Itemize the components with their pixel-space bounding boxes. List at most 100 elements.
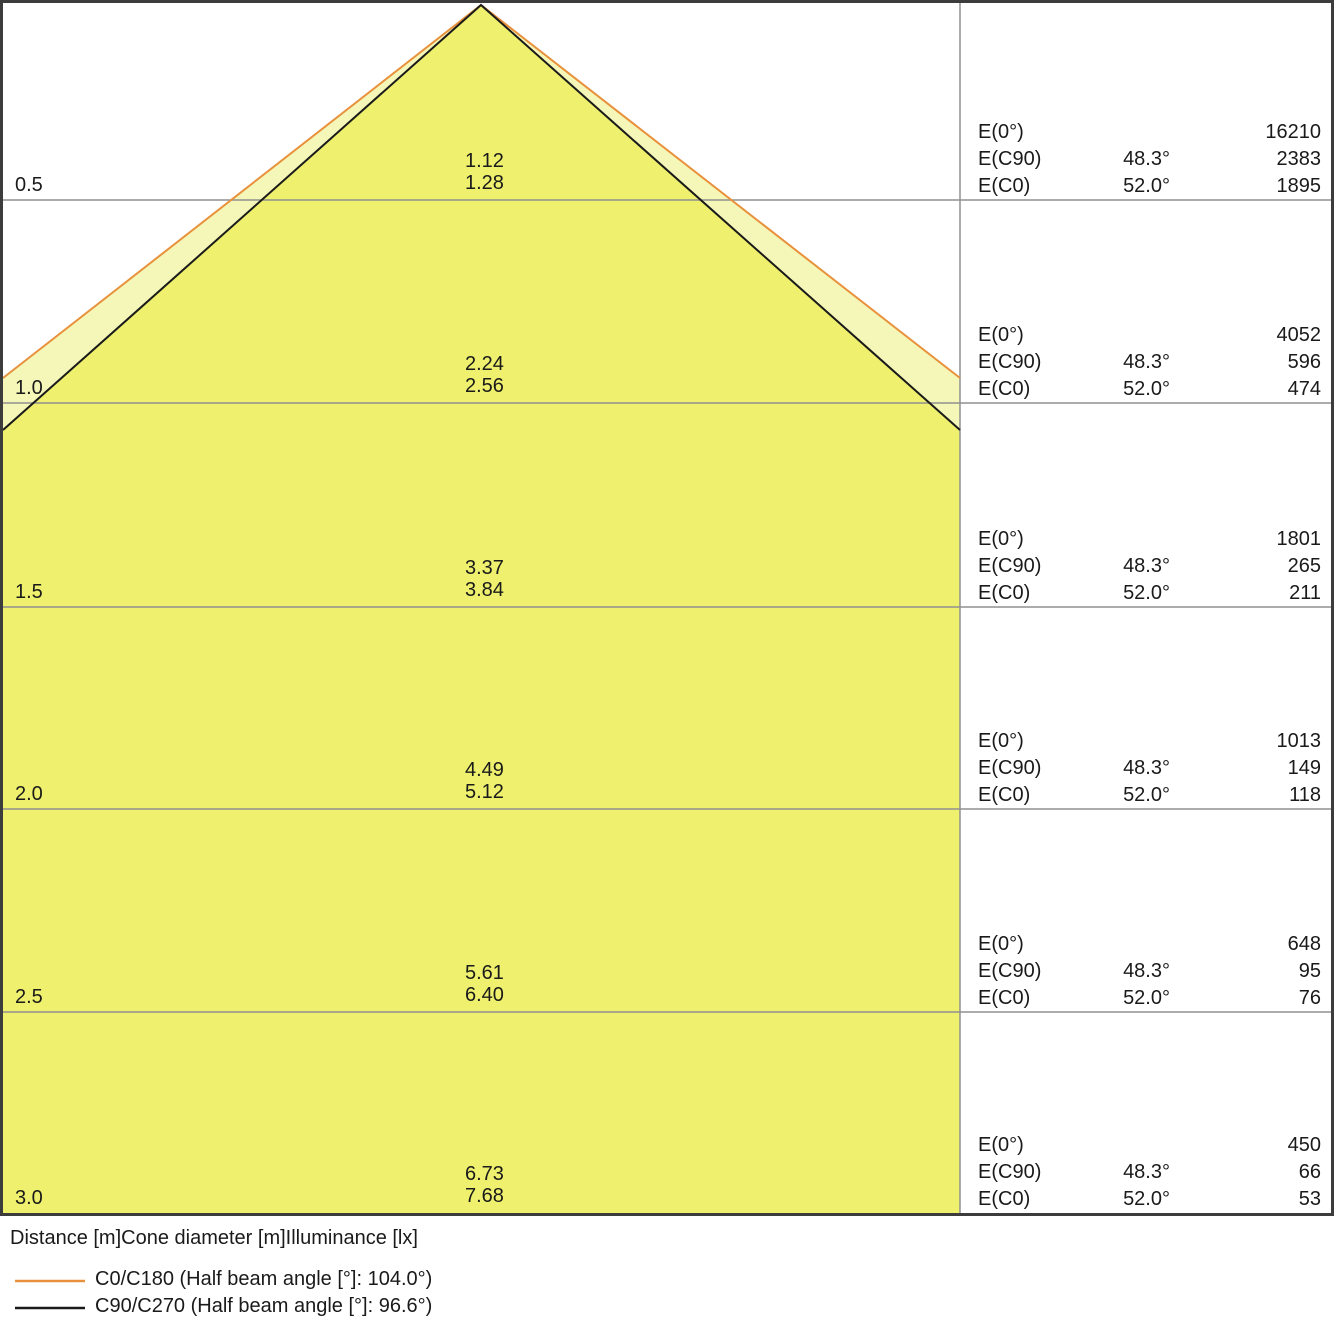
cone-diameter-c90: 6.73 (465, 1163, 504, 1185)
ec90-value: 95 (1298, 960, 1321, 982)
ec90-angle: 48.3° (1123, 757, 1170, 779)
e0-label: E(0°) (978, 730, 1024, 752)
ec90-label: E(C90) (978, 960, 1042, 982)
e0-label: E(0°) (978, 324, 1024, 346)
legend: C0/C180 (Half beam angle [°]: 104.0°) C9… (15, 1266, 432, 1320)
ec0-value: 474 (1287, 378, 1321, 400)
illuminance-block: E(0°) 4052 E(C90) 48.3° 596 E(C0) 52.0° 474 (978, 322, 1321, 403)
ec90-value: 66 (1298, 1161, 1321, 1183)
cone-diameter-labels: 1.12 1.28 (465, 150, 504, 194)
cone-diagram-canvas (3, 3, 1331, 1213)
cone-diameter-c90: 4.49 (465, 759, 504, 781)
cone-diagram-chart: 0.5 1.12 1.28 E(0°) 16210 E(C90) 48.3° 2383… (0, 0, 1334, 1216)
cone-diameter-c0: 5.12 (465, 781, 504, 803)
illuminance-line-ec0: E(C0) 52.0° 474 (978, 376, 1321, 403)
ec0-label: E(C0) (978, 987, 1031, 1009)
ec90-label: E(C90) (978, 351, 1042, 373)
cone-diameter-labels: 2.24 2.56 (465, 353, 504, 397)
ec90-angle: 48.3° (1123, 960, 1170, 982)
distance-label: 0.5 (15, 174, 43, 196)
ec90-value: 265 (1287, 555, 1321, 577)
cone-diameter-c90: 1.12 (465, 150, 504, 172)
illuminance-line-e0: E(0°) 648 (978, 931, 1321, 958)
illuminance-line-ec90: E(C90) 48.3° 596 (978, 349, 1321, 376)
cone-diameter-c0: 3.84 (465, 579, 504, 601)
cone-diameter-labels: 3.37 3.84 (465, 557, 504, 601)
cone-diameter-c0: 1.28 (465, 172, 504, 194)
e0-value: 1013 (1276, 730, 1322, 752)
e0-label: E(0°) (978, 121, 1024, 143)
cone-diameter-c90: 2.24 (465, 353, 504, 375)
ec90-label: E(C90) (978, 148, 1042, 170)
ec90-angle: 48.3° (1123, 148, 1170, 170)
ec0-label: E(C0) (978, 378, 1031, 400)
e0-value: 1801 (1276, 528, 1322, 550)
ec0-angle: 52.0° (1123, 378, 1170, 400)
distance-label: 1.5 (15, 581, 43, 603)
illuminance-line-ec0: E(C0) 52.0° 1895 (978, 173, 1321, 200)
ec0-angle: 52.0° (1123, 987, 1170, 1009)
illuminance-line-e0: E(0°) 16210 (978, 119, 1321, 146)
ec90-value: 2383 (1276, 148, 1322, 170)
illuminance-line-ec90: E(C90) 48.3° 95 (978, 958, 1321, 985)
cone-diameter-c90: 5.61 (465, 962, 504, 984)
illuminance-line-ec0: E(C0) 52.0° 211 (978, 580, 1321, 607)
distance-label: 2.0 (15, 783, 43, 805)
illuminance-block: E(0°) 1013 E(C90) 48.3° 149 E(C0) 52.0° 118 (978, 728, 1321, 809)
cone-diameter-c0: 6.40 (465, 984, 504, 1006)
e0-label: E(0°) (978, 528, 1024, 550)
distance-gridlines (3, 199, 1331, 1013)
illuminance-line-ec90: E(C90) 48.3° 2383 (978, 146, 1321, 173)
e0-label: E(0°) (978, 1134, 1024, 1156)
legend-label-c0: C0/C180 (Half beam angle [°]: 104.0°) (95, 1268, 433, 1290)
ec0-label: E(C0) (978, 175, 1031, 197)
axis-columns-caption: Distance [m]Cone diameter [m]Illuminance… (10, 1227, 418, 1249)
e0-value: 16210 (1265, 121, 1321, 143)
legend-line-c90-icon (15, 1306, 85, 1310)
illuminance-block: E(0°) 1801 E(C90) 48.3° 265 E(C0) 52.0° 211 (978, 526, 1321, 607)
illuminance-block: E(0°) 16210 E(C90) 48.3° 2383 E(C0) 52.0° 189… (978, 119, 1321, 200)
legend-line-c0-icon (15, 1279, 85, 1283)
ec0-value: 1895 (1276, 175, 1322, 197)
legend-item-c90-c270: C90/C270 (Half beam angle [°]: 96.6°) (15, 1293, 432, 1320)
distance-label: 1.0 (15, 377, 43, 399)
cone-diameter-labels: 6.73 7.68 (465, 1163, 504, 1207)
e0-value: 4052 (1276, 324, 1322, 346)
ec0-angle: 52.0° (1123, 582, 1170, 604)
ec90-value: 596 (1287, 351, 1321, 373)
ec90-angle: 48.3° (1123, 555, 1170, 577)
illuminance-line-ec90: E(C90) 48.3° 149 (978, 755, 1321, 782)
illuminance-line-e0: E(0°) 1013 (978, 728, 1321, 755)
e0-value: 450 (1287, 1134, 1321, 1156)
ec90-label: E(C90) (978, 1161, 1042, 1183)
ec0-value: 118 (1289, 784, 1321, 806)
cone-diameter-labels: 5.61 6.40 (465, 962, 504, 1006)
cone-diameter-c90: 3.37 (465, 557, 504, 579)
ec0-angle: 52.0° (1123, 784, 1170, 806)
ec0-angle: 52.0° (1123, 1188, 1170, 1210)
cone-diameter-labels: 4.49 5.12 (465, 759, 504, 803)
illuminance-line-e0: E(0°) 1801 (978, 526, 1321, 553)
ec90-angle: 48.3° (1123, 351, 1170, 373)
ec0-angle: 52.0° (1123, 175, 1170, 197)
ec90-label: E(C90) (978, 555, 1042, 577)
ec0-value: 53 (1298, 1188, 1321, 1210)
distance-label: 2.5 (15, 986, 43, 1008)
ec90-value: 149 (1287, 757, 1321, 779)
ec90-angle: 48.3° (1123, 1161, 1170, 1183)
illuminance-block: E(0°) 450 E(C90) 48.3° 66 E(C0) 52.0° 53 (978, 1132, 1321, 1213)
cone-diameter-c0: 7.68 (465, 1185, 504, 1207)
beam-cone-c90-fill (3, 5, 960, 1213)
illuminance-line-ec90: E(C90) 48.3° 66 (978, 1159, 1321, 1186)
legend-item-c0-c180: C0/C180 (Half beam angle [°]: 104.0°) (15, 1266, 432, 1293)
ec90-label: E(C90) (978, 757, 1042, 779)
illuminance-line-ec0: E(C0) 52.0° 76 (978, 985, 1321, 1012)
illuminance-line-ec90: E(C90) 48.3° 265 (978, 553, 1321, 580)
illuminance-line-ec0: E(C0) 52.0° 53 (978, 1186, 1321, 1213)
illuminance-block: E(0°) 648 E(C90) 48.3° 95 E(C0) 52.0° 76 (978, 931, 1321, 1012)
illuminance-line-e0: E(0°) 4052 (978, 322, 1321, 349)
e0-value: 648 (1287, 933, 1321, 955)
distance-label: 3.0 (15, 1187, 43, 1209)
illuminance-line-ec0: E(C0) 52.0° 118 (978, 782, 1321, 809)
cone-diameter-c0: 2.56 (465, 375, 504, 397)
